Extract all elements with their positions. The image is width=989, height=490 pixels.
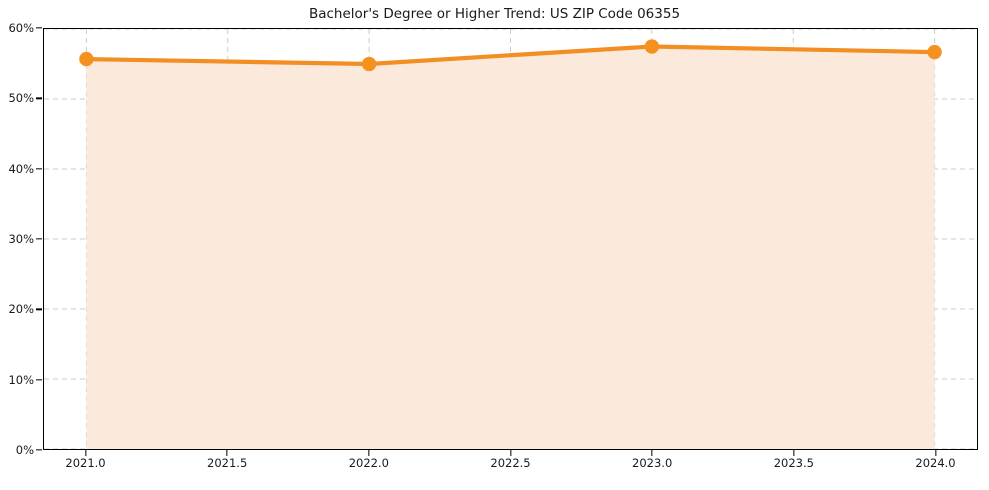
x-tick-label: 2024.0: [915, 456, 956, 470]
x-tick-label: 2021.0: [65, 456, 106, 470]
y-axis-tick-labels: 0% 10% 20% 30% 40% 50% 60%: [0, 21, 34, 457]
x-tick-label: 2021.5: [207, 456, 248, 470]
x-tick-label: 2023.5: [773, 456, 814, 470]
x-tick-mark: [368, 450, 370, 456]
y-tick-label: 30%: [8, 232, 34, 246]
y-tick-label: 0%: [15, 443, 34, 457]
y-tick-mark: [36, 379, 42, 381]
y-axis-tick-marks: [0, 27, 43, 451]
data-point-marker[interactable]: 2023: 57.5%: [644, 39, 660, 54]
y-tick-mark: [36, 308, 42, 310]
x-tick-mark: [934, 450, 937, 456]
plot-area: 2021: 55.7% 2022: 55% 2023: 57.5% 2024: 56.…: [43, 28, 978, 450]
series-line: [84, 44, 937, 67]
area-fill: [86, 46, 935, 449]
data-point-marker[interactable]: 2022: 55%: [361, 56, 377, 72]
x-tick-mark: [509, 450, 512, 456]
x-axis-tick-marks: [43, 0, 978, 490]
y-tick-mark: [36, 168, 42, 170]
data-line-and-markers: 2021: 55.7% 2022: 55% 2023: 57.5% 2024: 56.…: [79, 39, 942, 72]
y-tick-mark: [36, 97, 42, 99]
x-tick-mark: [226, 450, 228, 456]
x-tick-mark: [651, 450, 653, 456]
x-tick-mark: [793, 450, 795, 456]
x-tick-mark: [84, 450, 87, 456]
y-tick-label: 50%: [8, 91, 34, 106]
x-tick-label: 2022.0: [348, 456, 389, 470]
data-point-marker[interactable]: 2024: 56.7%: [927, 44, 942, 60]
x-tick-label: 2022.5: [490, 456, 531, 470]
x-axis-tick-labels: 2021.0 2021.5 2022.0 2022.5 2023.0 2023.5 2024…: [43, 456, 978, 476]
y-tick-label: 60%: [8, 21, 34, 35]
y-tick-label: 20%: [8, 302, 34, 317]
y-tick-mark: [36, 27, 42, 29]
data-point-marker[interactable]: 2021: 55.7%: [79, 51, 94, 67]
y-tick-label: 10%: [8, 372, 34, 387]
chart-title: Bachelor's Degree or Higher Trend: US ZI…: [308, 6, 681, 22]
area-fill-path: [86, 46, 935, 449]
x-tick-label: 2023.0: [632, 456, 673, 470]
y-tick-mark: [36, 238, 42, 240]
y-tick-mark: [36, 449, 42, 451]
y-tick-label: 40%: [8, 161, 34, 176]
